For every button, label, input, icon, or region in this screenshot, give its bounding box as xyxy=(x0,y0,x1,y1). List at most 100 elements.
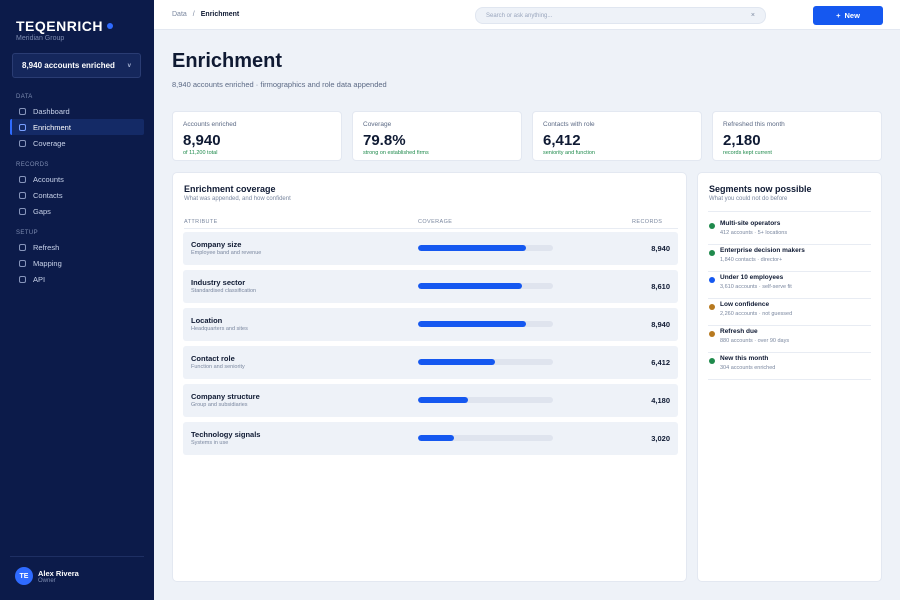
table-row[interactable]: Contact role Function and seniority 6,412 xyxy=(183,346,678,379)
account-selector[interactable]: 8,940 accounts enriched v xyxy=(12,53,141,78)
segment-meta: 2,260 accounts · not guessed xyxy=(720,311,793,317)
record-count: 3,020 xyxy=(651,434,670,443)
panel-subtitle: What was appended, and how confident xyxy=(184,196,291,202)
sidebar-item-label: Enrichment xyxy=(33,122,71,132)
list-item[interactable]: New this month 304 accounts enriched xyxy=(708,353,871,380)
sidebar-item-label: Refresh xyxy=(33,242,60,252)
list-item[interactable]: Low confidence 2,260 accounts · not guess… xyxy=(708,299,871,326)
sidebar-item-label: Mapping xyxy=(33,258,62,268)
checkbox-icon xyxy=(19,259,26,267)
avatar[interactable]: TE xyxy=(15,567,33,585)
table-row[interactable]: Company size Employee band and revenue 8,9… xyxy=(183,232,678,265)
coverage-bar-fill xyxy=(418,359,495,365)
brand-subtitle: Meridian Group xyxy=(16,35,65,42)
nav-section-data: DATA xyxy=(16,94,33,100)
list-item[interactable]: Refresh due 880 accounts · over 90 days xyxy=(708,326,871,353)
stat-value: 8,940 xyxy=(183,132,221,149)
record-count: 8,940 xyxy=(651,320,670,329)
sidebar-item-label: Contacts xyxy=(33,190,63,200)
sidebar: TEQENRICH Meridian Group 8,940 accounts … xyxy=(0,0,154,600)
sidebar-item-dashboard[interactable]: Dashboard xyxy=(10,103,144,119)
attribute-name: Company structure xyxy=(191,392,260,401)
user-name[interactable]: Alex Rivera xyxy=(38,569,79,578)
checkbox-icon xyxy=(19,191,26,199)
coverage-bar xyxy=(418,283,553,289)
chevron-down-icon: v xyxy=(127,62,131,69)
segments-divider xyxy=(708,211,871,212)
stat-card-contacts-with-role: Contacts with role 6,412 seniority and f… xyxy=(532,111,702,161)
breadcrumb-separator: / xyxy=(192,11,195,18)
attribute-description: Group and subsidiaries xyxy=(191,402,248,408)
sidebar-item-refresh[interactable]: Refresh xyxy=(10,239,144,255)
record-count: 6,412 xyxy=(651,358,670,367)
status-dot-icon xyxy=(709,331,715,337)
sidebar-item-label: Gaps xyxy=(33,206,51,216)
column-header-attribute[interactable]: ATTRIBUTE xyxy=(184,219,218,225)
column-header-records[interactable]: RECORDS xyxy=(632,219,663,225)
user-role: Owner xyxy=(38,578,56,584)
table-row[interactable]: Location Headquarters and sites 8,940 xyxy=(183,308,678,341)
table-row[interactable]: Company structure Group and subsidiaries 4… xyxy=(183,384,678,417)
attribute-description: Employee band and revenue xyxy=(191,250,262,256)
coverage-bar xyxy=(418,435,553,441)
segment-meta: 412 accounts · 5+ locations xyxy=(720,230,788,236)
page-subtitle: 8,940 accounts enriched · firmographics … xyxy=(172,80,387,89)
new-button[interactable]: + New xyxy=(813,6,883,25)
sidebar-item-label: Dashboard xyxy=(33,106,70,116)
sidebar-item-accounts[interactable]: Accounts xyxy=(10,171,144,187)
search-placeholder: Search or ask anything... xyxy=(486,12,553,19)
checkbox-icon xyxy=(19,175,26,183)
segment-name: Enterprise decision makers xyxy=(720,247,805,254)
column-header-coverage[interactable]: COVERAGE xyxy=(418,219,453,225)
attribute-name: Company size xyxy=(191,240,242,249)
segment-meta: 3,610 accounts · self-serve fit xyxy=(720,284,792,290)
brand-name: TEQENRICH xyxy=(16,18,103,34)
sidebar-item-coverage[interactable]: Coverage xyxy=(10,135,144,151)
attribute-name: Location xyxy=(191,316,223,325)
stat-note: seniority and function xyxy=(543,150,595,156)
coverage-bar-fill xyxy=(418,283,522,289)
status-dot-icon xyxy=(709,277,715,283)
sidebar-item-gaps[interactable]: Gaps xyxy=(10,203,144,219)
sidebar-item-mapping[interactable]: Mapping xyxy=(10,255,144,271)
breadcrumb-data[interactable]: Data xyxy=(172,11,187,18)
stat-label: Coverage xyxy=(363,121,392,128)
sidebar-item-contacts[interactable]: Contacts xyxy=(10,187,144,203)
attribute-description: Systems in use xyxy=(191,440,229,446)
list-item[interactable]: Multi-site operators 412 accounts · 5+ lo… xyxy=(708,218,871,245)
coverage-bar-fill xyxy=(418,245,526,251)
segment-name: Multi-site operators xyxy=(720,220,781,227)
close-icon[interactable]: × xyxy=(750,12,755,19)
stat-note: records kept current xyxy=(723,150,772,156)
stat-value: 2,180 xyxy=(723,132,761,149)
stat-card-coverage: Coverage 79.8% strong on established fir… xyxy=(352,111,522,161)
list-item[interactable]: Enterprise decision makers 1,840 contacts… xyxy=(708,245,871,272)
stat-card-accounts-enriched: Accounts enriched 8,940 of 11,200 total xyxy=(172,111,342,161)
enrichment-coverage-panel: Enrichment coverage What was appended, a… xyxy=(172,172,687,582)
plus-icon: + xyxy=(836,11,841,20)
coverage-bar-fill xyxy=(418,435,455,441)
breadcrumb: Data / Enrichment xyxy=(172,11,239,18)
table-row[interactable]: Technology signals Systems in use 3,020 xyxy=(183,422,678,455)
checkbox-icon xyxy=(19,107,26,115)
sidebar-item-enrichment[interactable]: Enrichment xyxy=(10,119,144,135)
new-button-label: New xyxy=(844,11,860,20)
record-count: 4,180 xyxy=(651,396,670,405)
stat-card-refreshed: Refreshed this month 2,180 records kept … xyxy=(712,111,882,161)
table-row[interactable]: Industry sector Standardised classificati… xyxy=(183,270,678,303)
stat-value: 79.8% xyxy=(363,132,406,149)
panel-title: Segments now possible xyxy=(709,184,812,194)
status-dot-icon xyxy=(709,304,715,310)
stat-label: Accounts enriched xyxy=(183,121,237,128)
segment-name: Refresh due xyxy=(720,328,758,335)
attribute-description: Headquarters and sites xyxy=(191,326,248,332)
attribute-name: Technology signals xyxy=(191,430,261,439)
brand-logo[interactable]: TEQENRICH xyxy=(16,18,113,34)
sidebar-item-api[interactable]: API xyxy=(10,271,144,287)
panel-title: Enrichment coverage xyxy=(184,184,276,194)
checkbox-icon xyxy=(19,139,26,147)
status-dot-icon xyxy=(709,223,715,229)
list-item[interactable]: Under 10 employees 3,610 accounts · self-… xyxy=(708,272,871,299)
sidebar-item-label: Coverage xyxy=(33,138,66,148)
search-input[interactable]: Search or ask anything... × xyxy=(475,7,766,24)
